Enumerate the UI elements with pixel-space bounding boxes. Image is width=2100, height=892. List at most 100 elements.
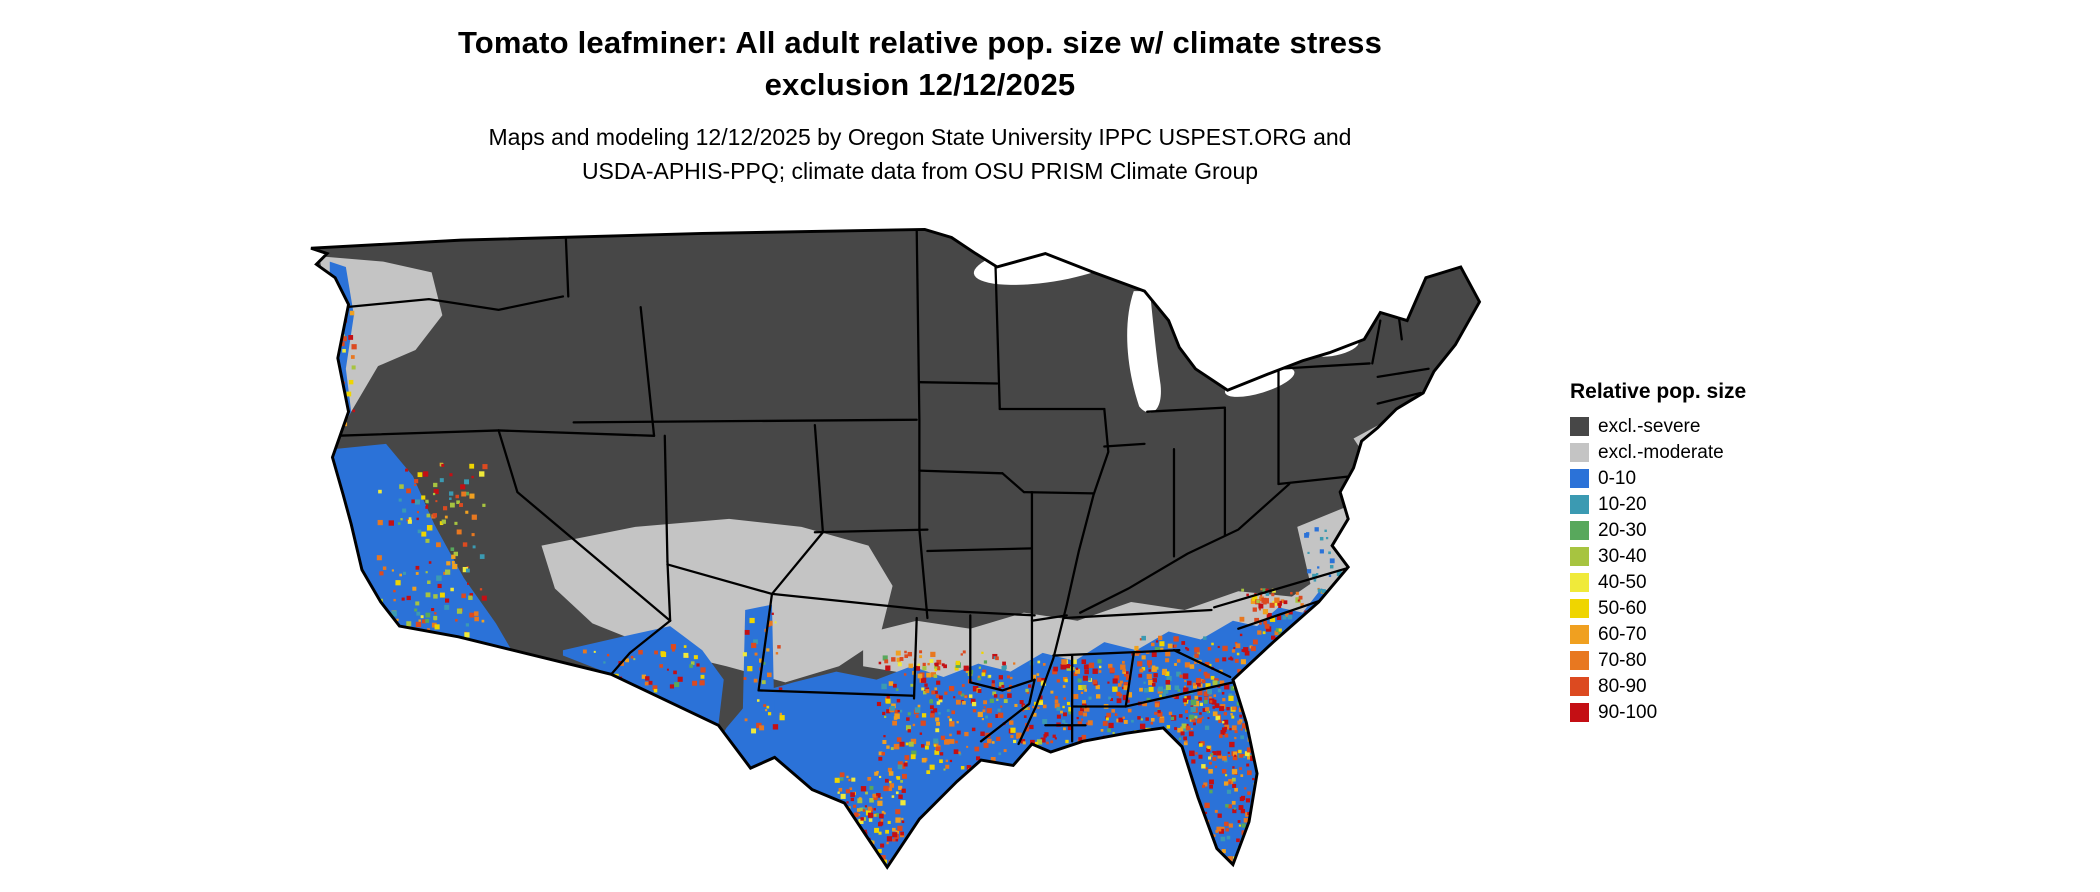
hotspot-speckle — [421, 495, 426, 500]
hotspot-speckle — [1286, 635, 1292, 641]
hotspot-speckle — [1214, 765, 1218, 768]
hotspot-speckle — [1214, 703, 1220, 708]
hotspot-speckle — [842, 852, 846, 856]
hotspot-speckle — [462, 542, 468, 547]
hotspot-speckle — [620, 661, 624, 666]
hotspot-speckle — [896, 737, 902, 742]
hotspot-speckle — [456, 500, 460, 505]
hotspot-speckle — [1078, 685, 1084, 690]
hotspot-speckle — [1159, 694, 1162, 698]
hotspot-speckle — [1145, 717, 1149, 721]
hotspot-speckle — [1066, 701, 1071, 706]
hotspot-speckle — [1181, 641, 1186, 645]
hotspot-speckle — [1238, 749, 1242, 754]
hotspot-speckle — [593, 650, 596, 653]
hotspot-speckle — [935, 746, 941, 752]
hotspot-speckle — [1233, 751, 1238, 756]
legend-swatch — [1570, 442, 1589, 462]
hotspot-speckle — [958, 752, 962, 756]
hotspot-speckle — [1184, 679, 1187, 683]
hotspot-speckle — [1108, 696, 1112, 700]
hotspot-speckle — [1317, 588, 1322, 593]
hotspot-speckle — [850, 797, 854, 802]
hotspot-speckle — [648, 680, 653, 685]
hotspot-speckle — [966, 745, 969, 748]
hotspot-speckle — [1030, 739, 1035, 745]
hotspot-speckle — [1164, 671, 1170, 676]
hotspot-speckle — [1316, 639, 1322, 645]
hotspot-speckle — [762, 661, 766, 665]
hotspot-speckle — [1240, 659, 1246, 665]
hotspot-speckle — [1218, 719, 1222, 723]
legend-items: excl.-severe excl.-moderate 0-10 10-20 20-30… — [1570, 413, 1890, 725]
hotspot-speckle — [1088, 752, 1093, 757]
hotspot-speckle — [1254, 617, 1260, 623]
hotspot-speckle — [674, 682, 680, 688]
hotspot-speckle — [1182, 673, 1189, 679]
hotspot-speckle — [1292, 840, 1299, 846]
hotspot-speckle — [922, 662, 926, 667]
hotspot-speckle — [402, 508, 407, 513]
hotspot-speckle — [1212, 756, 1217, 761]
hotspot-speckle — [960, 765, 965, 770]
hotspot-speckle — [1258, 603, 1264, 609]
hotspot-speckle — [1195, 752, 1198, 755]
hotspot-speckle — [1195, 808, 1198, 812]
legend-label: 70-80 — [1598, 649, 1647, 671]
hotspot-speckle — [645, 676, 650, 681]
hotspot-speckle — [1263, 600, 1267, 605]
lake-erie-shape — [1224, 367, 1295, 397]
hotspot-speckle — [949, 759, 953, 763]
hotspot-speckle — [1275, 628, 1280, 632]
hotspot-speckle — [900, 860, 904, 864]
hotspot-speckle — [652, 685, 658, 691]
hotspot-speckle — [1326, 651, 1332, 656]
hotspot-speckle — [779, 712, 782, 716]
hotspot-speckle — [767, 672, 772, 678]
hotspot-speckle — [1089, 756, 1093, 759]
hotspot-speckle — [980, 731, 985, 736]
hotspot-speckle — [1088, 662, 1095, 669]
hotspot-speckle — [888, 681, 894, 686]
hotspot-speckle — [1062, 705, 1065, 709]
hotspot-speckle — [1311, 847, 1318, 853]
hotspot-speckle — [451, 554, 456, 559]
hotspot-speckle — [842, 824, 848, 829]
hotspot-speckle — [1240, 774, 1244, 777]
hotspot-speckle — [1228, 695, 1234, 701]
hotspot-speckle — [1117, 683, 1122, 687]
legend-label: 0-10 — [1598, 467, 1637, 489]
hotspot-speckle — [888, 787, 893, 792]
hotspot-speckle — [1229, 727, 1232, 731]
hotspot-speckle — [1286, 651, 1289, 655]
hotspot-speckle — [961, 684, 965, 687]
hotspot-speckle — [1252, 720, 1255, 723]
hotspot-speckle — [936, 721, 941, 726]
hotspot-speckle — [1100, 728, 1104, 732]
hotspot-speckle — [1180, 726, 1186, 732]
hotspot-speckle — [925, 689, 930, 694]
hotspot-speckle — [443, 571, 447, 575]
hotspot-speckle — [985, 715, 988, 719]
hotspot-speckle — [882, 739, 887, 744]
hotspot-speckle — [898, 865, 902, 868]
hotspot-speckle — [449, 502, 455, 508]
hotspot-speckle — [435, 500, 438, 503]
hotspot-speckle — [406, 595, 411, 601]
hotspot-speckle — [1018, 814, 1024, 820]
hotspot-speckle — [1232, 777, 1236, 782]
hotspot-speckle — [415, 621, 422, 628]
hotspot-speckle — [880, 855, 886, 861]
hotspot-speckle — [1054, 737, 1057, 740]
hotspot-speckle — [1212, 706, 1216, 709]
hotspot-speckle — [1226, 789, 1232, 794]
hotspot-speckle — [436, 542, 441, 548]
hotspot-speckle — [456, 608, 463, 614]
hotspot-speckle — [1252, 595, 1258, 602]
hotspot-speckle — [1105, 791, 1111, 797]
hotspot-speckle — [972, 685, 979, 692]
hotspot-speckle — [1204, 725, 1210, 730]
hotspot-speckle — [1133, 825, 1139, 830]
hotspot-speckle — [1077, 745, 1083, 750]
hotspot-speckle — [841, 850, 845, 853]
